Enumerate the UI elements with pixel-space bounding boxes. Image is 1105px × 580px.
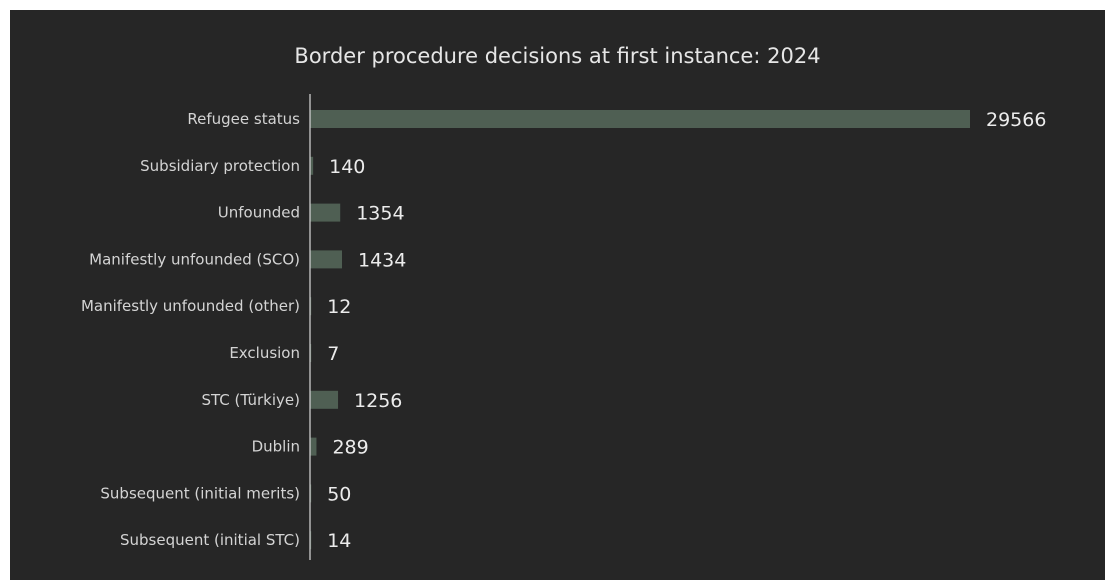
category-label: Exclusion [229, 344, 300, 362]
value-label: 50 [327, 483, 351, 505]
value-label: 14 [327, 530, 351, 552]
category-label: STC (Türkiye) [202, 391, 301, 409]
bar-0 [310, 110, 970, 128]
category-label: Manifestly unfounded (SCO) [89, 250, 300, 268]
bars-layer [310, 110, 970, 550]
category-label: Dublin [252, 438, 300, 456]
labels-layer: Refugee status 29566 Subsidiary protection… [81, 109, 1046, 552]
bar-2 [310, 203, 341, 222]
value-label: 29566 [986, 109, 1046, 131]
value-label: 140 [329, 156, 365, 178]
value-label: 1434 [358, 249, 406, 271]
value-label: 12 [327, 296, 351, 318]
bar-3 [310, 250, 343, 269]
category-label: Subsequent (initial STC) [120, 531, 300, 549]
value-label: 1354 [356, 203, 404, 225]
category-label: Unfounded [218, 204, 300, 222]
bar-7 [310, 437, 317, 456]
category-label: Subsidiary protection [140, 157, 300, 175]
value-label: 7 [327, 343, 339, 365]
category-label: Refugee status [187, 110, 300, 128]
bar-chart: Refugee status 29566 Subsidiary protection… [81, 94, 1046, 560]
category-label: Subsequent (initial merits) [100, 484, 300, 502]
category-label: Manifestly unfounded (other) [81, 297, 300, 315]
bar-6 [310, 390, 339, 409]
chart-title: Border procedure decisions at first inst… [294, 44, 821, 68]
bar-1 [310, 156, 314, 175]
value-label: 289 [332, 437, 368, 459]
chart-container: Border procedure decisions at first inst… [10, 10, 1105, 580]
value-label: 1256 [354, 390, 402, 412]
